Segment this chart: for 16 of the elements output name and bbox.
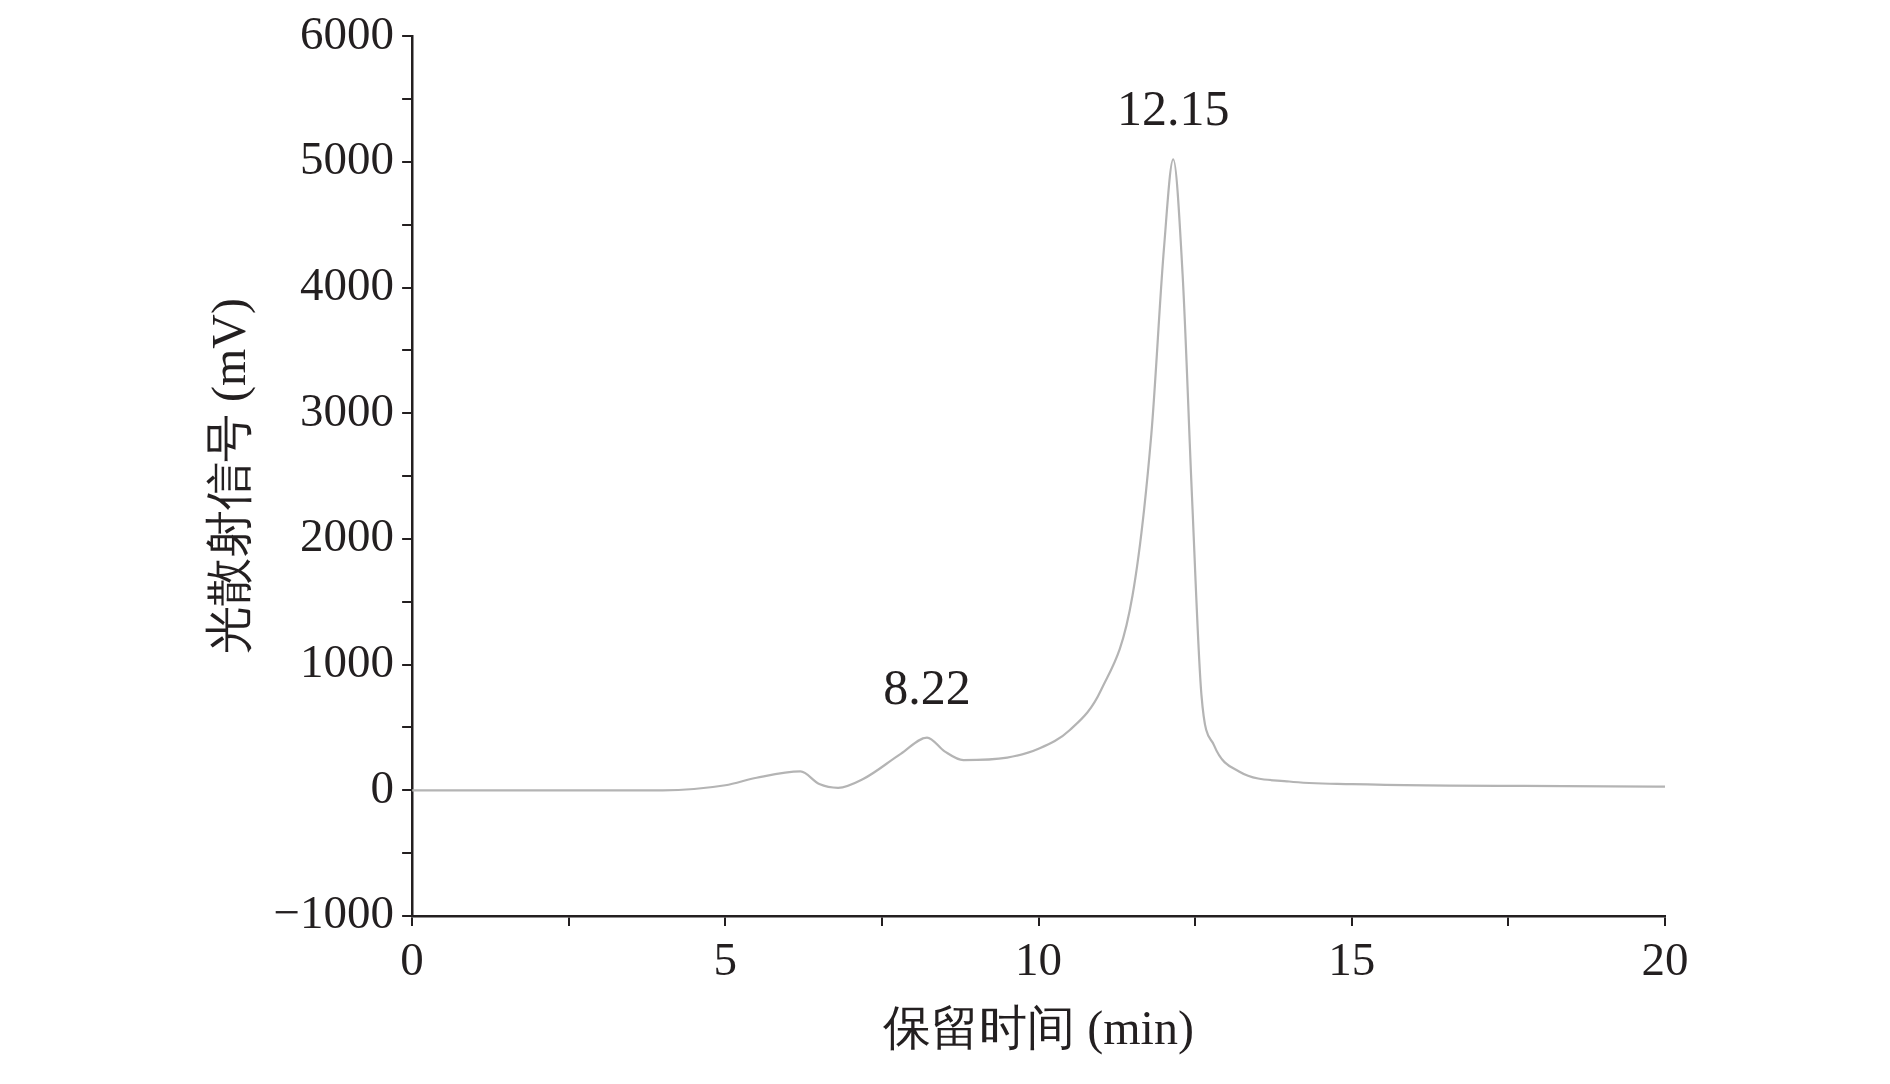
- x-tick-label: 5: [713, 932, 738, 985]
- annotation: 12.15: [1116, 80, 1230, 137]
- x-tick-label: 15: [1328, 932, 1376, 985]
- x-tick-label: 10: [1015, 932, 1063, 985]
- y-tick-label: 5000: [300, 132, 395, 185]
- y-tick-label: 4000: [300, 257, 395, 310]
- y-tick-label: −1000: [273, 886, 395, 939]
- y-tick-label: 3000: [300, 383, 395, 436]
- y-tick-label: 2000: [300, 509, 395, 562]
- x-axis-title: 保留时间 (min): [883, 1000, 1194, 1055]
- annotation: 8.22: [883, 658, 971, 715]
- y-tick-label: 0: [370, 760, 395, 813]
- y-axis-title: 光散射信号 (mV): [202, 298, 257, 655]
- y-tick-label: 1000: [300, 634, 395, 687]
- y-tick-label: 6000: [300, 6, 395, 59]
- x-tick-label: 20: [1641, 932, 1689, 985]
